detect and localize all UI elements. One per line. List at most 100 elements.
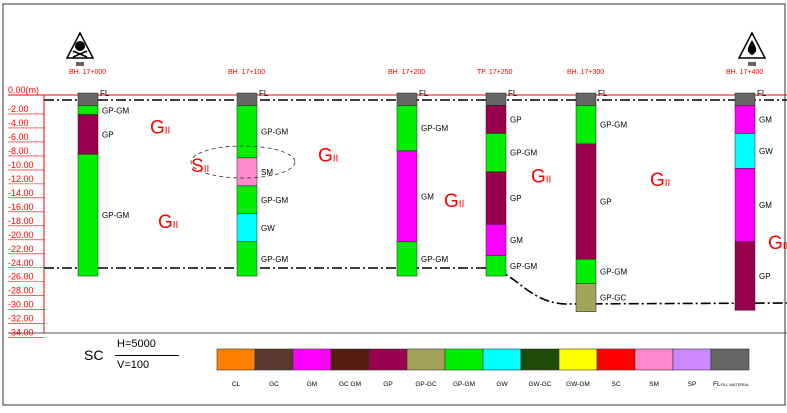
borehole-column: BH. 17+200 FL GP-GM GM GP-GM [388,69,448,277]
zone-labels: GII GII SII GII GII GII GII GII [150,117,787,253]
soil-layer [734,241,756,311]
fl-label: FL [757,89,767,98]
layer-label: GP-GM [421,124,448,133]
depth-label: -6.00 [8,132,29,142]
depth-label: -24.00 [8,258,34,268]
legend-label: GW-GC [529,381,552,388]
legend-item: GM [292,348,332,388]
layer-label: GP-GM [510,149,537,158]
depth-label: -18.00 [8,216,34,226]
fl-label: FL [508,89,518,98]
soil-layer [396,241,418,277]
legend-item: GP-GC [406,348,446,388]
depth-label: 0.00(m) [8,85,39,95]
legend-item: FLFILL MATERIAL [710,348,750,388]
legend-item: GC [254,348,294,388]
depth-labels: 0.00(m) -2.00 -4.00 -6.00 -8.00 -10.00 -12.00 -… [8,85,44,338]
borehole-column: BH. 17+300 FL GP-GM GP GP-GM GP-GC [567,69,627,312]
frame-border [2,3,786,406]
depth-label: -32.00 [8,314,34,324]
soil-layer [77,114,99,155]
depth-label: -10.00 [8,160,34,170]
legend-swatch [482,348,522,371]
depth-label: -8.00 [8,146,29,156]
legend-swatch [368,348,408,371]
legend-swatch [558,348,598,371]
depth-label: -20.00 [8,230,34,240]
legend-swatch [330,348,370,371]
layer-label: GM [510,236,523,245]
borehole-column: BH. 17+400 FL GM GW GM GP [726,69,773,311]
layer-label: GW [759,147,773,156]
oil-drop-icon [737,31,767,66]
layer-label: GP-GM [261,255,288,264]
legend-item: GW-GM [558,348,598,388]
legend-label: GP [383,381,392,388]
boreholes: BH. 17+000 FL GP-GM GP GP-GM BH. 17+100 FL GP-G… [69,69,773,312]
soil-layer [575,259,597,284]
soil-layer [77,105,99,115]
legend-item: GW [482,348,522,388]
zone-label: SII [191,156,209,177]
borehole-id: BH. 17+100 [228,69,265,76]
soil-layer [575,283,597,312]
legend-label: GP-GM [453,381,475,388]
soil-layer [236,241,258,277]
fl-label: FL [419,89,429,98]
borehole-id: BH. 17+400 [726,69,763,76]
soil-layer [77,154,99,277]
soil-layer [236,92,258,106]
zone-label: GII [158,212,178,233]
legend-item: SC [596,348,636,388]
layer-label: GP-GM [421,255,448,264]
skull-icon [65,31,95,66]
legend-item: GC GM [330,348,370,388]
layer-label: GP-GM [510,262,537,271]
legend-item: GW-GC [520,348,560,388]
soil-layer [485,92,507,106]
depth-label: -28.00 [8,286,34,296]
soil-layer [396,92,418,106]
legend-label: GW-GM [566,381,590,388]
soil-layer [236,105,258,159]
vertical-scale: V=100 [117,359,150,371]
soil-layer [734,133,756,169]
legend-label: GM [307,381,317,388]
layer-label: GP [510,194,522,203]
depth-label: -30.00 [8,300,34,310]
borehole-id: TP. 17+250 [477,69,513,76]
legend-label: SC [611,381,620,388]
layer-label: GP [600,198,612,207]
depth-label: -22.00 [8,244,34,254]
layer-label: GP [102,130,114,139]
scale-label: SC [84,347,104,363]
layer-label: GP-GM [102,106,129,115]
fl-label: FL [259,89,269,98]
borehole-id: BH. 17+000 [69,69,106,76]
legend-swatch [672,348,712,371]
horizontal-scale: H=5000 [117,338,156,350]
soil-layer [575,92,597,106]
depth-label: -16.00 [8,202,34,212]
soil-layer [77,92,99,106]
soil-layer [236,185,258,215]
legend-swatch [596,348,636,371]
layer-label: GP-GM [600,121,627,130]
soil-layer [485,224,507,257]
soil-layer [485,133,507,173]
layer-label: GP [759,272,771,281]
zone-label: GII [650,170,670,191]
layer-label: GP-GM [261,196,288,205]
legend-item: SP [672,348,712,388]
legend-label: GC GM [339,381,361,388]
depth-label: -2.00 [8,104,29,114]
legend-swatch [254,348,294,371]
soil-layer [485,171,507,225]
depth-label: -4.00 [8,118,29,128]
layer-label: GP-GM [102,211,129,220]
legend-item: GP-GM [444,348,484,388]
legend-item: GP [368,348,408,388]
soil-layer [734,105,756,134]
fl-label: FL [598,89,608,98]
